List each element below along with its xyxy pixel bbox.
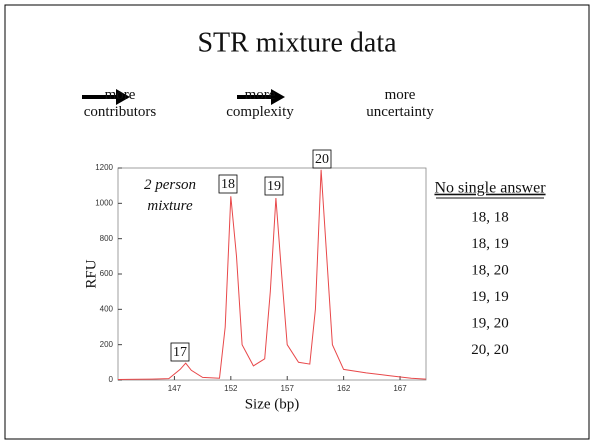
arrow [82, 89, 130, 105]
x-tick-label: 147 [168, 384, 182, 393]
answer: 18, 18 [471, 209, 509, 225]
answer: 20, 20 [471, 342, 509, 358]
y-tick-label: 1200 [95, 163, 113, 172]
annotation: 2 person mixture [144, 177, 196, 214]
peak-label: 20 [315, 152, 329, 167]
x-tick-label: 162 [337, 384, 351, 393]
y-tick-label: 200 [100, 340, 114, 349]
peak-label: 19 [267, 179, 281, 194]
flow-text: more uncertainty [366, 87, 434, 120]
peak-label-box [264, 176, 284, 196]
slide-title: STR mixture data [197, 27, 397, 58]
x-axis-label: Size (bp) [245, 396, 300, 412]
answer: 18, 20 [471, 262, 509, 278]
answers-heading: No single answer [434, 180, 546, 197]
y-tick-label: 0 [109, 375, 114, 384]
peak-label-box [170, 342, 190, 362]
flow-text: more contributors [84, 87, 157, 120]
y-tick-label: 600 [100, 269, 114, 278]
answer: 19, 19 [471, 289, 509, 305]
trace [117, 169, 427, 380]
flow-text: more complexity [226, 87, 294, 120]
y-axis-label: RFU [83, 259, 99, 288]
y-tick-label: 1000 [95, 198, 113, 207]
x-tick-label: 157 [281, 384, 295, 393]
peak-label: 18 [221, 177, 235, 192]
answer: 19, 20 [471, 315, 509, 331]
slide-frame [4, 4, 590, 440]
arrow [237, 89, 285, 105]
x-tick-label: 167 [393, 384, 407, 393]
y-tick-label: 800 [100, 234, 114, 243]
peak-label: 17 [173, 345, 187, 360]
x-tick-label: 152 [224, 384, 238, 393]
answer: 18, 19 [471, 236, 509, 252]
y-tick-label: 400 [100, 304, 114, 313]
peak-label-box [218, 174, 238, 194]
peak-label-box [312, 149, 332, 169]
